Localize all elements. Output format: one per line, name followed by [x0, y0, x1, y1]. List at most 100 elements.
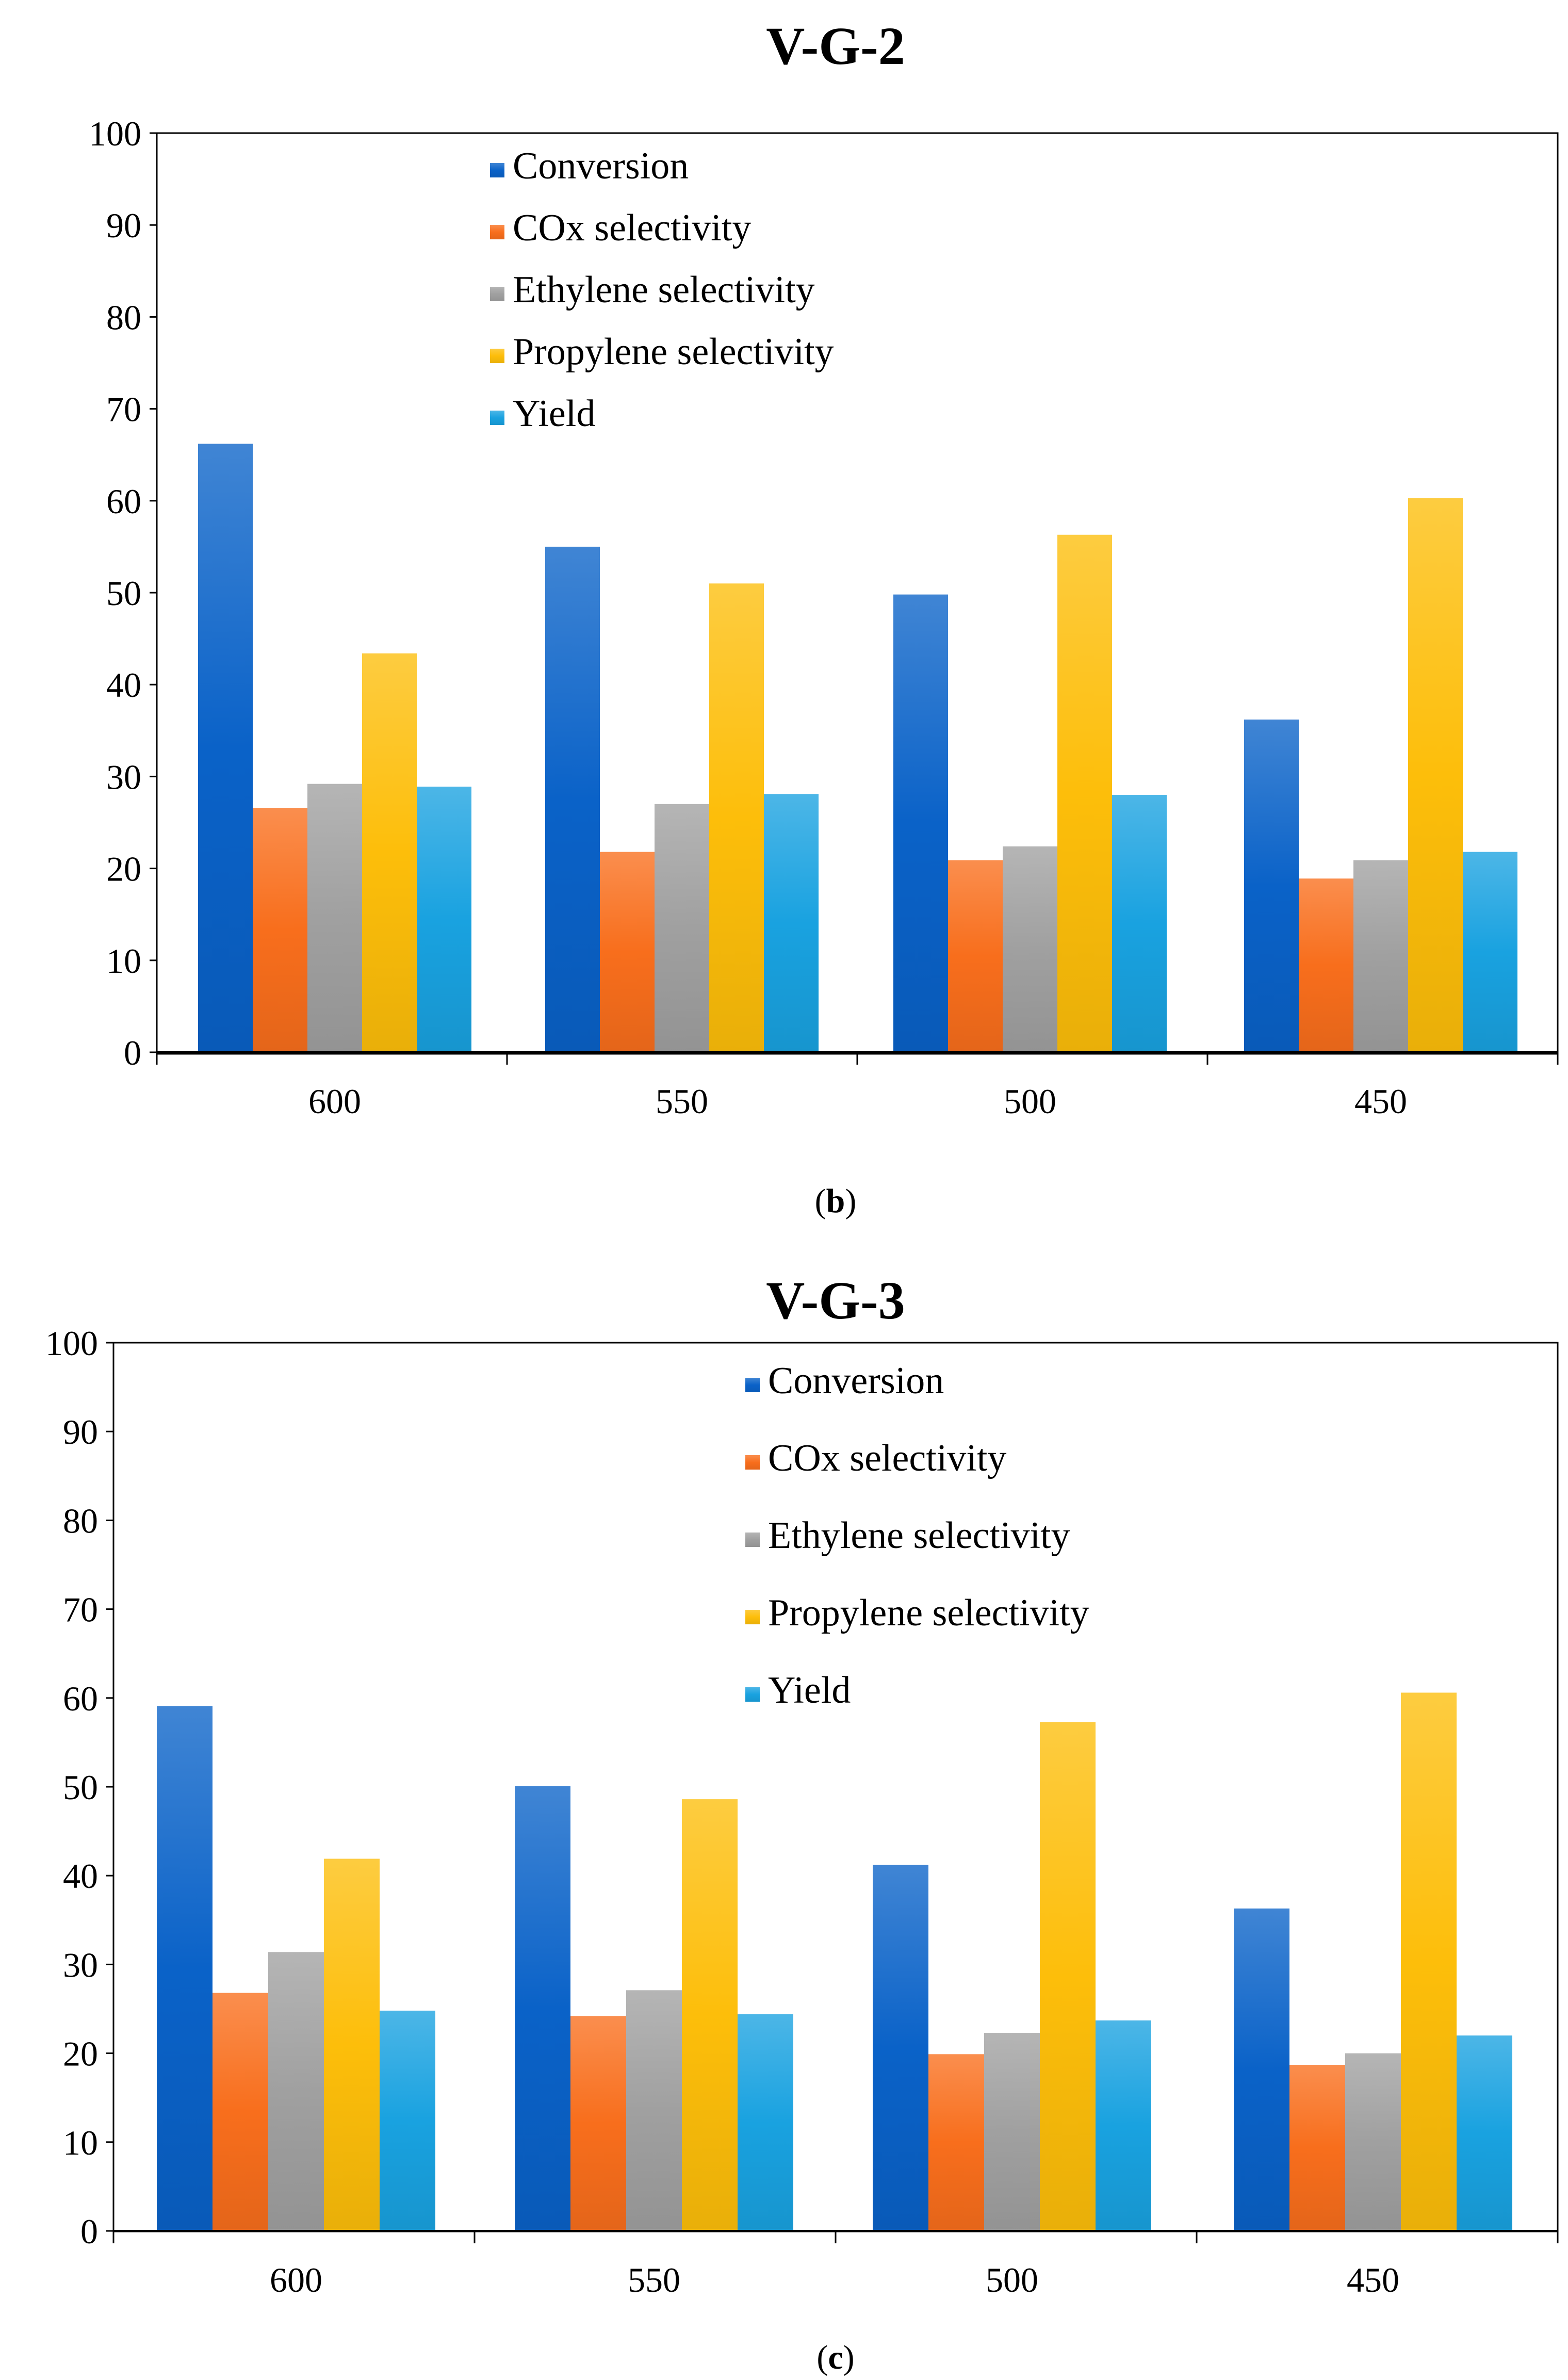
- y-tick-label: 90: [106, 206, 141, 245]
- y-tick-label: 70: [106, 390, 141, 429]
- y-tick-label: 50: [63, 1768, 98, 1807]
- bar-propylene-selectivity-550: [682, 1799, 738, 2231]
- legend-swatch: [490, 287, 504, 301]
- legend-swatch: [745, 1610, 760, 1624]
- legend: Conversion COx selectivity Ethylene select…: [745, 1360, 1089, 1711]
- bars: [198, 444, 1517, 1053]
- legend-label: Propylene selectivity: [768, 1592, 1089, 1634]
- y-tick-label: 40: [106, 665, 141, 705]
- y-tick-label: 30: [63, 1945, 98, 1984]
- y-tick-label: 80: [63, 1501, 98, 1540]
- y-tick-label: 90: [63, 1412, 98, 1452]
- chart-title: V-G-2: [766, 17, 905, 76]
- legend-swatch: [490, 411, 504, 425]
- bar-conversion-600: [157, 1706, 213, 2231]
- x-axis: 600 550 500 450: [156, 1051, 1559, 1121]
- chart-panel-b: V-G-2 0 10 20 30 40 50 60 70 80 90 100 600 550 500 45…: [89, 17, 1559, 1220]
- legend-label: COx selectivity: [513, 207, 751, 249]
- bar-ethylene-selectivity-600: [307, 784, 362, 1052]
- bar-propylene-selectivity-600: [324, 1859, 380, 2231]
- legend-swatch: [745, 1455, 760, 1470]
- bar-cox-selectivity-550: [570, 2016, 626, 2231]
- bar-yield-450: [1457, 2035, 1512, 2231]
- x-tick-label: 450: [1347, 2260, 1399, 2300]
- bar-propylene-selectivity-450: [1401, 1692, 1457, 2231]
- legend-label: Ethylene selectivity: [513, 269, 815, 311]
- chart-title: V-G-3: [766, 1271, 905, 1330]
- bar-cox-selectivity-600: [253, 807, 307, 1052]
- bar-propylene-selectivity-450: [1408, 498, 1463, 1052]
- x-tick-label: 600: [270, 2260, 322, 2300]
- bar-propylene-selectivity-600: [362, 653, 417, 1052]
- x-tick-label: 500: [1004, 1082, 1056, 1121]
- y-tick-label: 0: [80, 2212, 98, 2251]
- legend-swatch: [745, 1533, 760, 1547]
- y-tick-label: 60: [63, 1679, 98, 1718]
- x-axis: 600 550 500 450: [112, 2230, 1559, 2300]
- y-tick-label: 100: [45, 1324, 98, 1363]
- x-tick-label: 600: [308, 1082, 361, 1121]
- bar-cox-selectivity-450: [1299, 878, 1353, 1052]
- panel-caption: (c): [816, 2339, 854, 2376]
- bar-ethylene-selectivity-550: [655, 804, 709, 1052]
- panel-caption: (b): [815, 1182, 857, 1220]
- bar-ethylene-selectivity-500: [1003, 846, 1057, 1052]
- y-axis: 0 10 20 30 40 50 60 70 80 90 100: [89, 114, 158, 1072]
- legend-label: Ethylene selectivity: [768, 1514, 1070, 1557]
- y-tick-label: 10: [106, 941, 141, 981]
- bar-conversion-550: [515, 1786, 570, 2231]
- bar-yield-450: [1463, 852, 1517, 1052]
- legend: Conversion COx selectivity Ethylene select…: [490, 145, 834, 435]
- y-tick-label: 50: [106, 574, 141, 613]
- chart-panel-c: V-G-3 0 10 20 30 40 50 60 70 80 90 100 600 550 500 45…: [45, 1271, 1559, 2376]
- legend-label: Yield: [513, 393, 595, 435]
- y-tick-label: 70: [63, 1590, 98, 1629]
- bar-conversion-500: [873, 1865, 928, 2231]
- bar-conversion-500: [893, 594, 948, 1052]
- x-tick-label: 550: [628, 2260, 680, 2300]
- y-tick-label: 20: [63, 2034, 98, 2074]
- bar-ethylene-selectivity-450: [1353, 860, 1408, 1052]
- bars: [157, 1692, 1512, 2231]
- legend-swatch: [490, 163, 504, 177]
- y-tick-label: 30: [106, 757, 141, 796]
- y-tick-label: 10: [63, 2123, 98, 2162]
- bar-ethylene-selectivity-550: [626, 1990, 682, 2231]
- bar-propylene-selectivity-550: [709, 583, 764, 1052]
- bar-cox-selectivity-500: [948, 860, 1003, 1052]
- bar-conversion-550: [545, 546, 600, 1052]
- y-axis: 0 10 20 30 40 50 60 70 80 90 100: [45, 1324, 115, 2251]
- legend-label: Yield: [768, 1669, 851, 1711]
- x-tick-label: 550: [656, 1082, 708, 1121]
- bar-cox-selectivity-550: [600, 852, 655, 1052]
- legend-label: COx selectivity: [768, 1437, 1006, 1479]
- bar-propylene-selectivity-500: [1057, 534, 1112, 1052]
- y-tick-label: 0: [124, 1033, 141, 1072]
- bar-conversion-450: [1244, 719, 1299, 1052]
- bar-cox-selectivity-600: [213, 1993, 268, 2231]
- y-tick-label: 60: [106, 482, 141, 521]
- y-tick-label: 20: [106, 850, 141, 889]
- bar-yield-500: [1096, 2020, 1151, 2231]
- legend-swatch: [745, 1378, 760, 1392]
- y-tick-label: 80: [106, 298, 141, 337]
- legend-swatch: [490, 225, 504, 239]
- bar-ethylene-selectivity-600: [268, 1952, 324, 2231]
- bar-cox-selectivity-450: [1289, 2064, 1345, 2231]
- y-tick-label: 100: [89, 114, 141, 153]
- bar-cox-selectivity-500: [928, 2054, 984, 2231]
- x-tick-label: 450: [1354, 1082, 1407, 1121]
- bar-conversion-600: [198, 444, 253, 1053]
- legend-swatch: [490, 349, 504, 363]
- bar-ethylene-selectivity-450: [1345, 2053, 1401, 2231]
- bar-yield-600: [380, 2010, 435, 2231]
- panel-caption-letter: c: [828, 2339, 843, 2376]
- bar-yield-500: [1112, 795, 1167, 1052]
- legend-label: Conversion: [768, 1360, 944, 1402]
- bar-yield-550: [764, 794, 819, 1052]
- bar-yield-550: [738, 2014, 793, 2231]
- bar-ethylene-selectivity-500: [984, 2032, 1040, 2231]
- legend-label: Conversion: [513, 145, 689, 187]
- bar-yield-600: [417, 787, 471, 1052]
